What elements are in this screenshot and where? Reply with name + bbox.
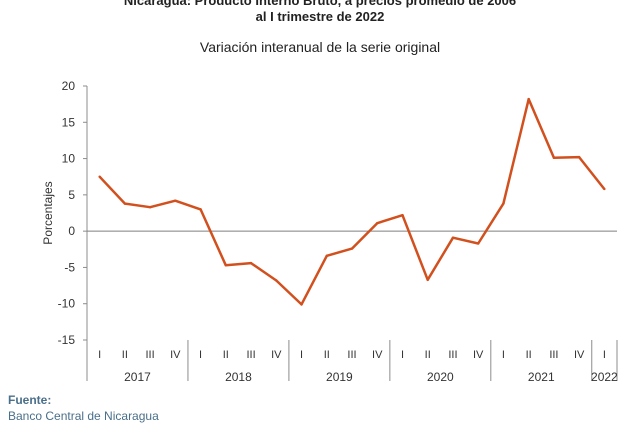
year-label: 2020 [427,370,454,384]
data-point [98,175,101,178]
y-tick-label: 20 [62,79,76,93]
y-tick-label: -5 [64,260,75,274]
year-label: 2017 [124,370,151,384]
quarter-label: III [246,349,255,361]
year-label: 2018 [225,370,252,384]
quarter-label: I [300,349,303,361]
quarter-label: I [199,349,202,361]
data-point [603,187,606,191]
quarter-label: I [603,349,606,361]
quarter-label: III [549,349,558,361]
quarter-label: I [401,349,404,361]
y-tick-label: 10 [62,152,76,166]
data-point [401,213,404,217]
y-axis-title: Porcentajes [41,181,55,244]
data-point [350,247,354,250]
data-point [249,261,253,265]
source-label: Fuente: [8,393,52,407]
quarter-label: II [122,349,128,361]
quarter-label: III [146,349,155,361]
data-point [577,155,581,159]
y-tick-label: -10 [58,297,76,311]
quarter-label: I [98,349,101,361]
data-point [224,264,228,267]
data-point [426,278,429,281]
chart-title-line1: Nicaragua: Producto Interno Bruto, a pre… [123,0,517,8]
quarter-label: IV [271,349,282,361]
data-point [275,279,278,282]
quarter-label: III [448,349,457,361]
y-tick-label: 0 [68,224,75,238]
chart-title-line2: al I trimestre de 2022 [255,9,385,24]
quarter-label: II [526,349,532,361]
quarter-label: II [425,349,431,361]
quarter-label: IV [473,349,484,361]
y-tick-label: 5 [68,188,75,202]
data-point [300,303,303,306]
data-point [148,205,152,209]
source-text: Banco Central de Nicaragua [8,409,159,423]
chart-subtitle: Variación interanual de la serie origina… [199,39,441,55]
year-label: 2021 [528,370,555,384]
quarter-label: III [347,349,356,361]
quarter-label: II [223,349,229,361]
quarter-label: IV [170,349,181,361]
data-point [199,208,202,211]
y-tick-label: 15 [62,115,76,129]
quarter-label: IV [372,349,383,361]
data-point [527,97,530,101]
quarter-label: IV [574,349,585,361]
year-label: 2022 [591,370,618,384]
data-point [376,221,379,225]
quarter-label: I [502,349,505,361]
data-point [502,202,505,205]
data-point [451,236,455,239]
quarter-label: II [324,349,330,361]
data-point [552,156,556,160]
data-point [123,202,127,205]
data-point [476,242,480,245]
data-point [325,254,328,258]
y-tick-label: -15 [58,333,76,347]
data-point [174,199,177,202]
year-label: 2019 [326,370,353,384]
